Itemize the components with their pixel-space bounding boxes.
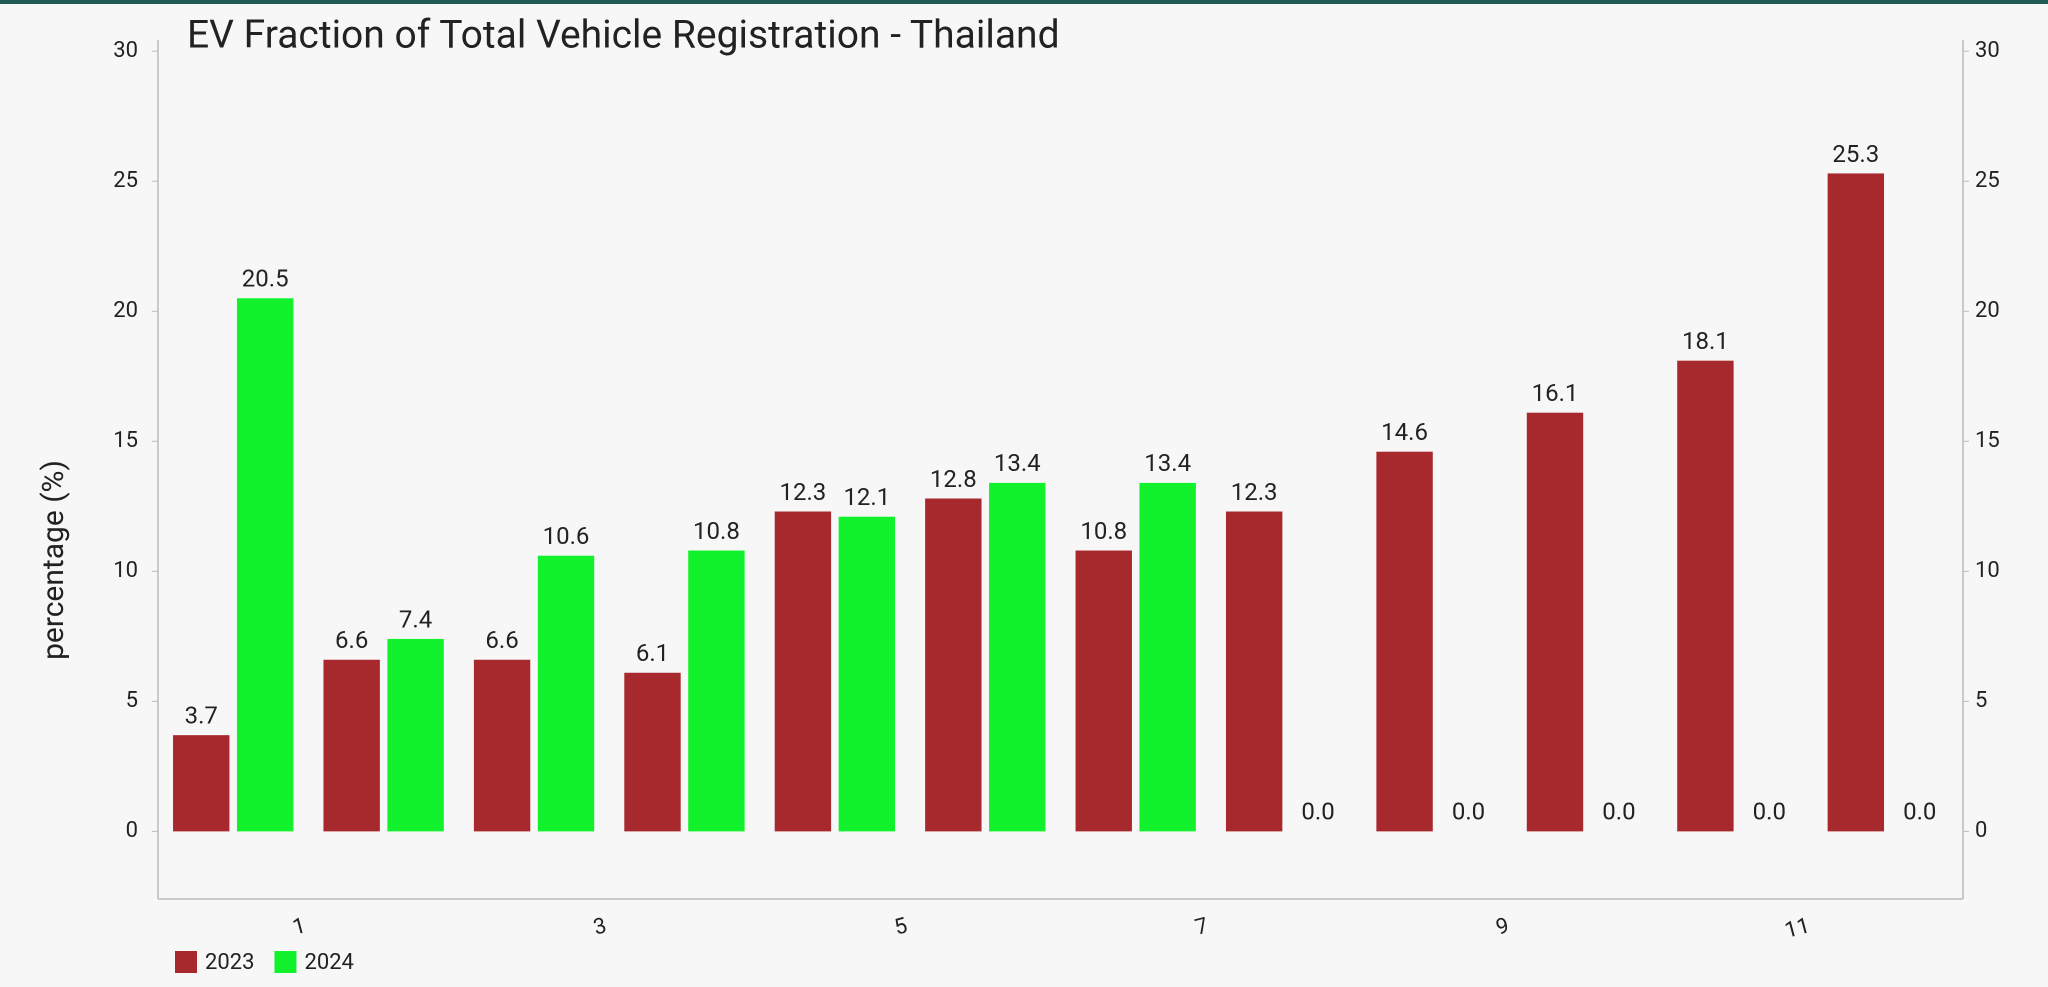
value-label: 12.1	[843, 483, 890, 511]
value-label: 0.0	[1301, 798, 1334, 826]
bar	[989, 482, 1046, 832]
bar	[1376, 451, 1433, 832]
y2-tick-label: 25	[1975, 168, 2000, 193]
bar	[774, 511, 832, 832]
value-label: 25.3	[1832, 140, 1879, 168]
legend-label: 2024	[304, 950, 353, 975]
bar	[1139, 482, 1196, 832]
bar	[173, 735, 230, 832]
value-label: 16.1	[1532, 379, 1579, 407]
bar	[688, 550, 745, 832]
bar	[537, 555, 595, 832]
value-label: 0.0	[1753, 798, 1786, 826]
bar	[387, 638, 444, 832]
y-tick-label: 15	[113, 428, 138, 453]
value-label: 6.1	[636, 639, 669, 667]
value-label: 10.8	[1080, 517, 1127, 545]
value-label: 0.0	[1452, 798, 1485, 826]
bar	[236, 298, 294, 832]
y-tick-label: 10	[113, 558, 138, 583]
bar	[1075, 550, 1132, 832]
x-tick-label: 3	[591, 913, 609, 940]
y2-tick-label: 30	[1975, 38, 2000, 63]
value-label: 6.6	[485, 626, 518, 654]
value-label: 20.5	[242, 265, 289, 293]
bar	[838, 516, 896, 832]
value-label: 14.6	[1381, 418, 1428, 446]
y-tick-label: 5	[126, 688, 138, 713]
top-strip	[0, 0, 2048, 4]
y2-tick-label: 10	[1975, 558, 2000, 583]
y2-tick-label: 5	[1975, 688, 1987, 713]
y2-tick-label: 0	[1975, 818, 1987, 843]
value-label: 13.4	[1144, 449, 1191, 477]
x-tick-label: 5	[892, 913, 910, 940]
y-axis-label: percentage (%)	[36, 460, 71, 660]
value-label: 0.0	[1602, 798, 1635, 826]
x-tick-label: 7	[1193, 913, 1211, 940]
legend-swatch	[274, 951, 297, 973]
y2-tick-label: 20	[1975, 298, 2000, 323]
y-tick-label: 25	[113, 168, 138, 193]
y-tick-label: 0	[126, 818, 138, 843]
bar	[925, 498, 982, 832]
value-label: 10.6	[543, 522, 590, 550]
bar	[1225, 511, 1283, 832]
bar	[624, 672, 681, 832]
value-label: 12.3	[1231, 478, 1278, 506]
x-tick-label: 11	[1782, 913, 1812, 944]
legend-label: 2023	[205, 950, 254, 975]
y2-tick-label: 15	[1975, 428, 2000, 453]
y-tick-label: 30	[113, 38, 138, 63]
chart-title: EV Fraction of Total Vehicle Registratio…	[187, 11, 1060, 57]
value-label: 0.0	[1903, 798, 1936, 826]
legend-swatch	[175, 951, 197, 973]
bar	[473, 659, 531, 832]
y-tick-label: 20	[113, 298, 138, 323]
bar	[323, 659, 380, 832]
value-label: 3.7	[185, 702, 218, 730]
value-label: 10.8	[693, 517, 740, 545]
x-tick-label: 9	[1493, 913, 1511, 940]
value-label: 6.6	[335, 626, 368, 654]
value-label: 7.4	[399, 605, 432, 633]
value-label: 18.1	[1682, 327, 1729, 355]
value-label: 12.8	[930, 465, 977, 493]
bar	[1827, 173, 1885, 832]
value-label: 12.3	[780, 478, 827, 506]
bar	[1677, 360, 1734, 832]
value-label: 13.4	[994, 449, 1041, 477]
x-tick-label: 1	[290, 913, 308, 940]
bar	[1526, 412, 1584, 832]
